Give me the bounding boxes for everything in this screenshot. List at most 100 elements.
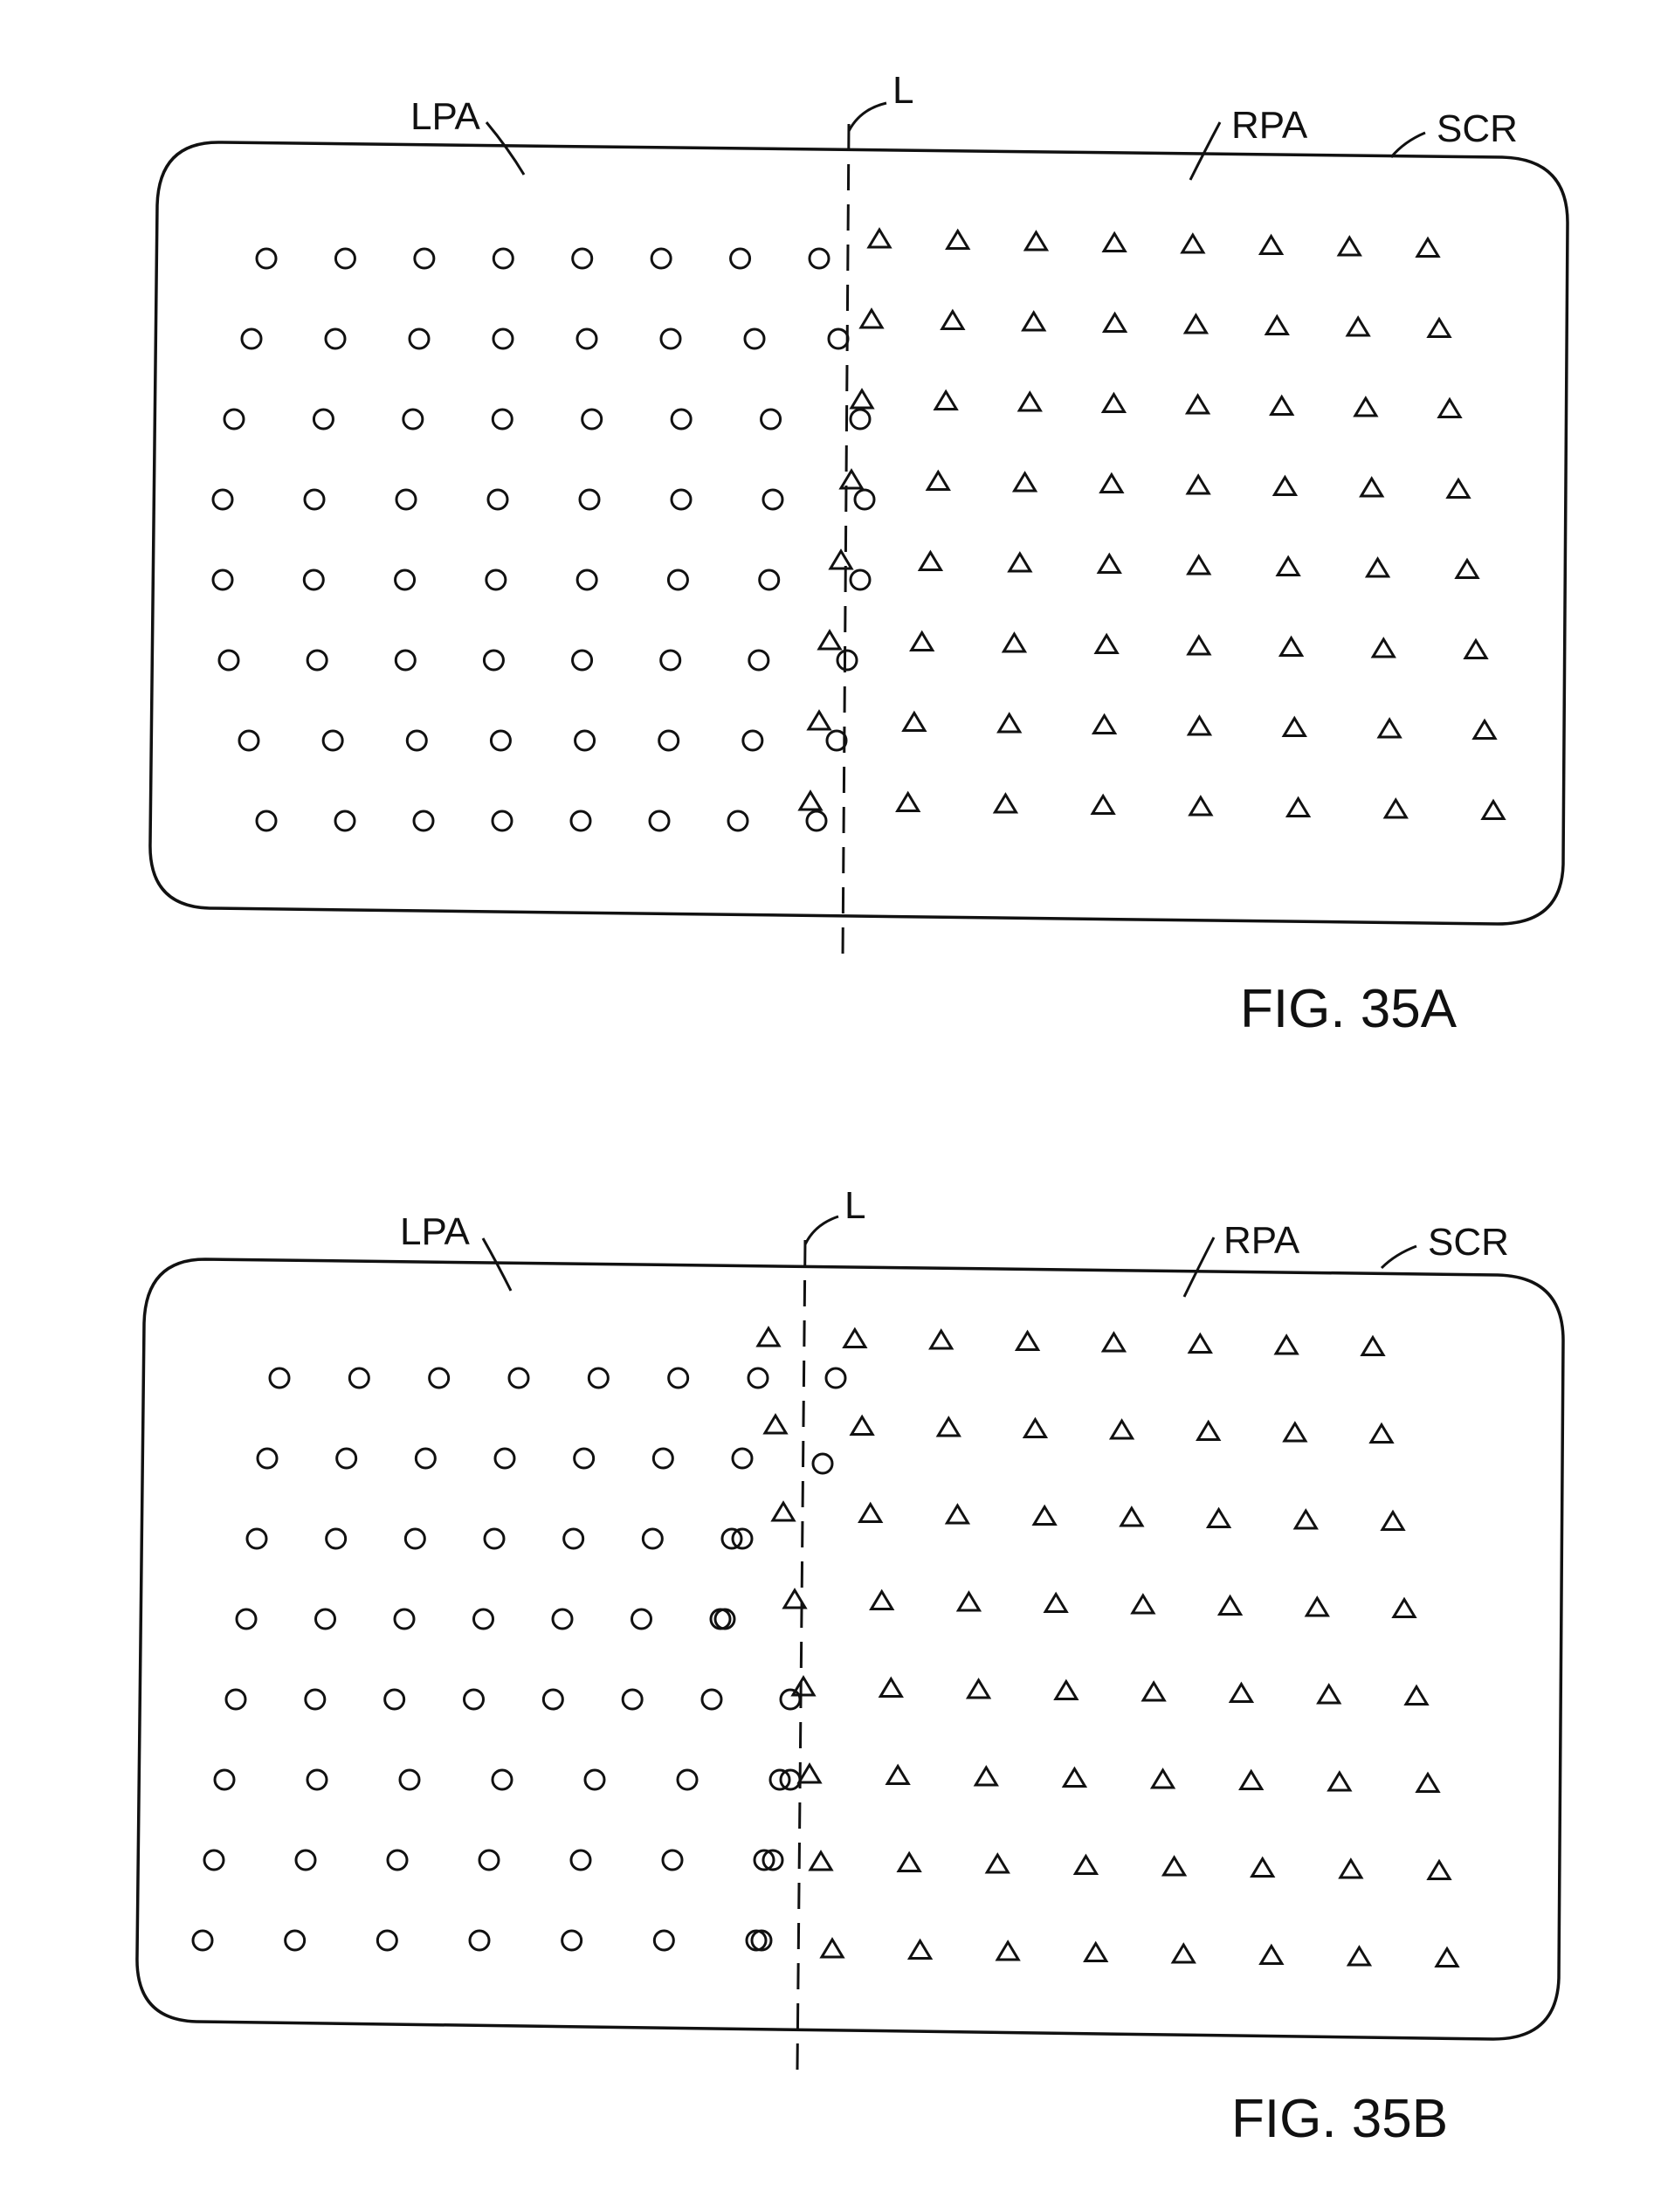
circle-marker bbox=[193, 1931, 212, 1950]
circle-marker bbox=[807, 811, 826, 830]
label-l: L bbox=[892, 69, 913, 112]
triangle-marker bbox=[1382, 1513, 1403, 1530]
triangle-marker bbox=[968, 1680, 989, 1698]
circle-marker bbox=[743, 731, 762, 750]
circle-marker bbox=[564, 1529, 583, 1548]
triangle-marker bbox=[1285, 1423, 1306, 1441]
triangle-marker bbox=[1143, 1683, 1164, 1700]
circle-marker bbox=[562, 1931, 582, 1950]
triangle-marker bbox=[912, 633, 933, 651]
circle-marker bbox=[672, 410, 691, 429]
triangle-marker bbox=[1164, 1857, 1185, 1875]
triangle-marker bbox=[1261, 1947, 1282, 1964]
circle-marker bbox=[663, 1850, 682, 1870]
circle-marker bbox=[430, 1368, 449, 1388]
circle-marker bbox=[270, 1368, 289, 1388]
circle-marker bbox=[813, 1454, 832, 1473]
triangle-marker bbox=[1105, 314, 1126, 332]
triangle-marker bbox=[1347, 318, 1368, 335]
circle-marker bbox=[702, 1690, 721, 1709]
triangle-marker bbox=[1429, 320, 1450, 337]
circle-marker bbox=[711, 1609, 730, 1629]
screen-outline bbox=[150, 142, 1568, 924]
triangle-marker bbox=[1099, 555, 1120, 573]
circle-marker bbox=[493, 410, 512, 429]
l-leader bbox=[805, 1216, 838, 1244]
label-lpa: LPA bbox=[410, 95, 481, 138]
scr-leader bbox=[1382, 1246, 1416, 1268]
circle-marker bbox=[395, 1609, 414, 1629]
rpa-leader bbox=[1184, 1237, 1214, 1297]
triangle-marker bbox=[1288, 799, 1309, 817]
triangle-marker bbox=[860, 1505, 881, 1522]
circle-marker bbox=[215, 1770, 234, 1789]
circle-marker bbox=[571, 811, 590, 830]
triangle-marker bbox=[1339, 238, 1360, 255]
circle-marker bbox=[585, 1770, 604, 1789]
triangle-marker bbox=[880, 1679, 901, 1697]
circle-marker bbox=[204, 1850, 224, 1870]
circle-marker bbox=[314, 410, 333, 429]
triangle-marker bbox=[1023, 313, 1044, 330]
circle-marker bbox=[493, 811, 512, 830]
triangle-marker bbox=[920, 553, 941, 570]
triangle-marker bbox=[1188, 476, 1209, 493]
triangle-marker bbox=[1190, 797, 1211, 815]
circle-marker bbox=[760, 570, 779, 589]
triangle-marker bbox=[1429, 1862, 1450, 1879]
rpa-leader bbox=[1190, 122, 1220, 180]
circle-marker bbox=[484, 651, 503, 670]
circle-marker bbox=[543, 1690, 562, 1709]
circle-marker bbox=[307, 651, 327, 670]
triangle-marker bbox=[1056, 1682, 1077, 1699]
circle-marker bbox=[307, 1770, 327, 1789]
circle-marker bbox=[575, 731, 595, 750]
circle-marker bbox=[407, 731, 426, 750]
triangle-marker bbox=[1209, 1510, 1230, 1527]
triangle-marker bbox=[822, 1940, 843, 1957]
triangle-marker bbox=[1189, 717, 1209, 734]
triangle-marker bbox=[935, 392, 956, 410]
triangle-marker bbox=[1103, 395, 1124, 412]
triangle-marker bbox=[773, 1503, 794, 1520]
circle-marker bbox=[577, 329, 596, 348]
triangle-marker bbox=[1153, 1770, 1174, 1788]
circle-marker bbox=[589, 1368, 608, 1388]
triangle-marker bbox=[1198, 1423, 1219, 1440]
triangle-marker bbox=[1189, 556, 1209, 574]
triangle-marker bbox=[1252, 1859, 1273, 1877]
circle-marker bbox=[486, 570, 506, 589]
circle-marker bbox=[414, 811, 433, 830]
circle-marker bbox=[678, 1770, 697, 1789]
triangle-marker bbox=[800, 792, 821, 810]
circle-marker bbox=[654, 1931, 673, 1950]
triangle-marker bbox=[765, 1416, 786, 1433]
circle-marker bbox=[396, 570, 415, 589]
circle-marker bbox=[573, 651, 592, 670]
circle-marker bbox=[316, 1609, 335, 1629]
triangle-marker bbox=[1220, 1597, 1241, 1615]
circle-marker bbox=[396, 490, 416, 509]
triangle-marker bbox=[1094, 716, 1115, 734]
triangle-marker bbox=[1133, 1595, 1154, 1613]
l-leader bbox=[849, 103, 886, 131]
triangle-marker bbox=[1185, 315, 1206, 333]
circle-marker bbox=[377, 1931, 396, 1950]
circle-marker bbox=[851, 410, 870, 429]
circle-marker bbox=[661, 651, 680, 670]
triangle-marker bbox=[1483, 802, 1504, 819]
triangle-marker bbox=[1355, 398, 1376, 416]
circle-marker bbox=[573, 249, 592, 268]
circle-marker bbox=[748, 1368, 768, 1388]
circle-marker bbox=[553, 1609, 572, 1629]
circle-marker bbox=[485, 1529, 504, 1548]
circle-marker bbox=[335, 811, 355, 830]
circle-marker bbox=[465, 1690, 484, 1709]
triangle-marker bbox=[1284, 719, 1305, 736]
circle-marker bbox=[650, 811, 669, 830]
triangle-marker bbox=[898, 794, 919, 811]
circle-marker bbox=[855, 490, 874, 509]
triangle-marker bbox=[841, 471, 862, 488]
circle-marker bbox=[491, 731, 510, 750]
triangle-marker bbox=[1075, 1857, 1096, 1874]
